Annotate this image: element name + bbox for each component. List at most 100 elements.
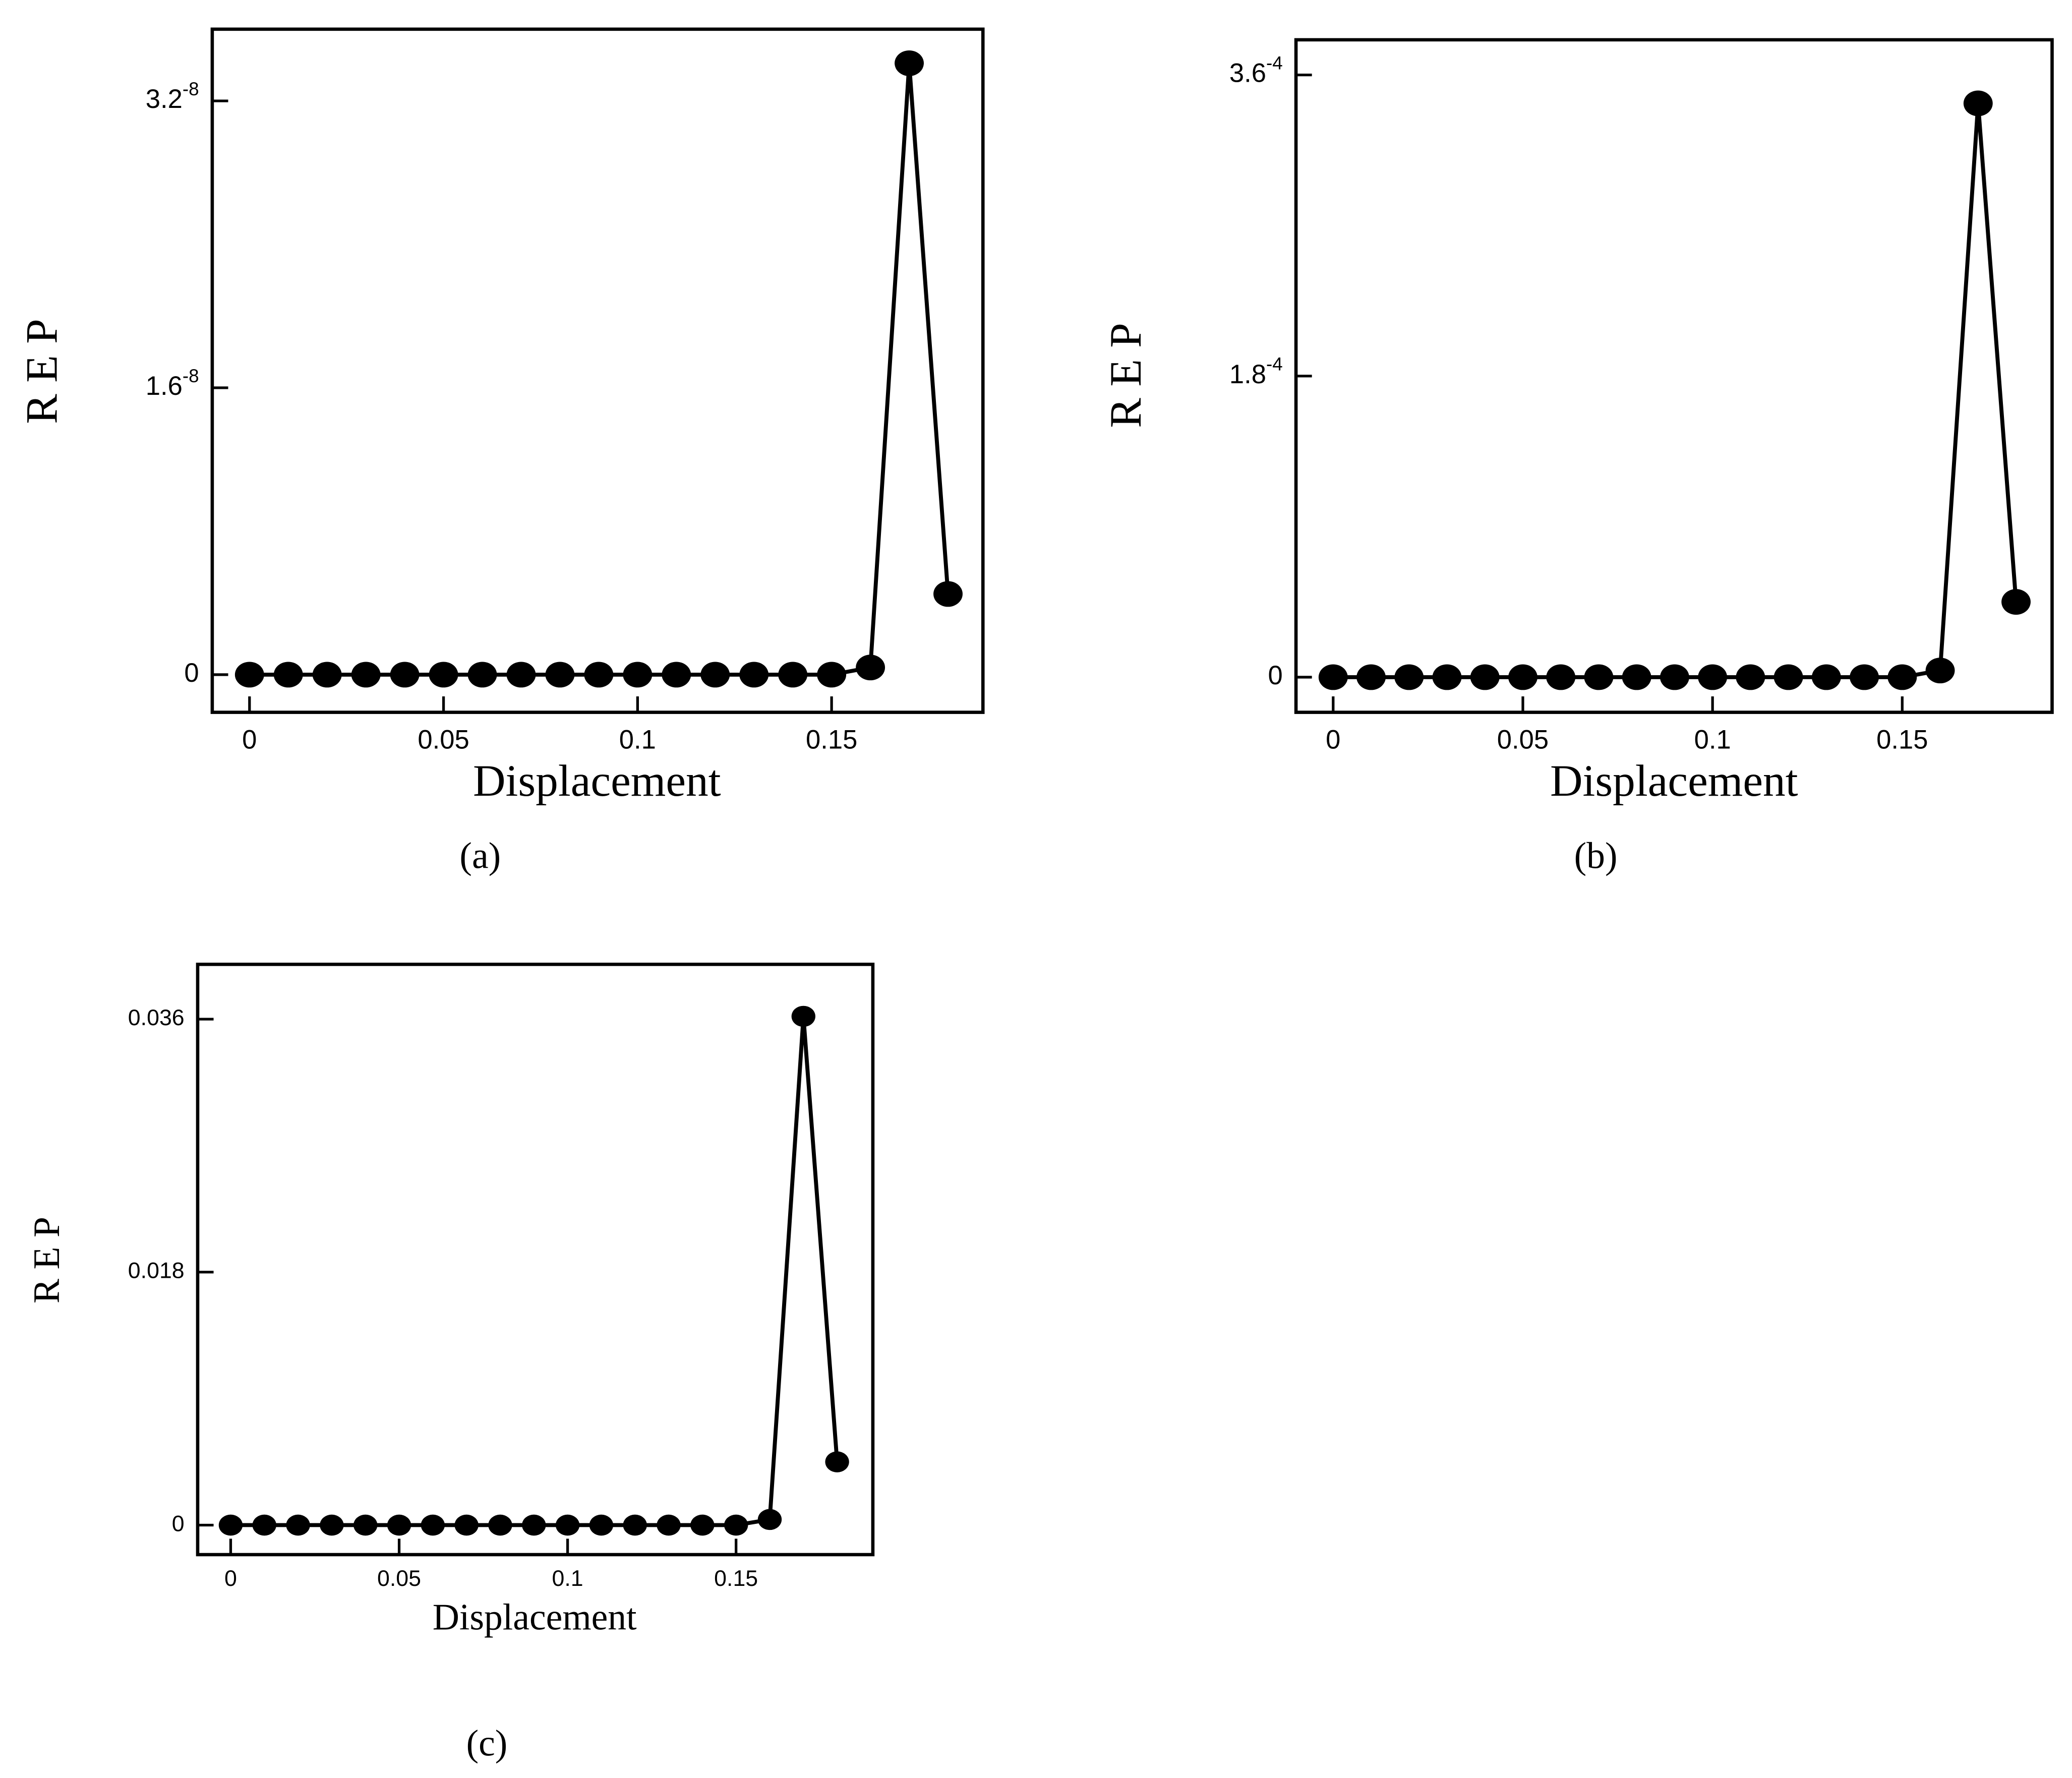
x-axis-label: Displacement <box>433 1596 637 1637</box>
y-axis-label: R E P <box>1101 323 1151 428</box>
y-tick-label: 0 <box>184 658 199 688</box>
x-tick-label: 0.1 <box>619 725 656 754</box>
data-point <box>1773 664 1803 690</box>
data-point <box>320 1514 344 1536</box>
y-tick-label: 0 <box>1268 661 1283 690</box>
y-tick-label: 0.036 <box>128 1005 185 1030</box>
plot-frame <box>210 27 985 714</box>
data-point <box>1546 664 1576 690</box>
data-point <box>589 1514 614 1536</box>
data-point <box>1318 664 1348 690</box>
caption: (b) <box>1574 835 1618 876</box>
data-point <box>467 662 497 688</box>
data-point <box>234 662 264 688</box>
data-point <box>387 1514 411 1536</box>
y-tick-label: 3.6-4 <box>1229 52 1283 88</box>
x-tick-label: 0.15 <box>714 1566 758 1591</box>
data-point <box>757 1509 782 1530</box>
data-point <box>739 662 769 688</box>
data-point <box>1736 664 1765 690</box>
data-point <box>506 662 536 688</box>
data-point <box>1432 664 1462 690</box>
y-tick-label-exponent: -4 <box>1266 52 1283 73</box>
y-axis-label: R E P <box>17 319 67 424</box>
y-tick-label: 3.2-8 <box>146 79 199 114</box>
y-tick-label: 1.6-8 <box>146 366 199 401</box>
data-point <box>1660 664 1689 690</box>
data-point <box>825 1451 849 1472</box>
x-tick-label: 0.05 <box>377 1566 421 1591</box>
data-point <box>1470 664 1500 690</box>
data-point <box>1356 664 1386 690</box>
x-tick-label: 0 <box>242 725 257 754</box>
data-point <box>353 1514 378 1536</box>
data-point <box>1584 664 1614 690</box>
y-tick-label: 1.8-4 <box>1229 353 1283 389</box>
y-tick-label-exponent: -8 <box>183 366 199 386</box>
data-point <box>700 662 730 688</box>
data-point <box>1963 90 1993 116</box>
data-point <box>662 662 691 688</box>
data-point <box>1811 664 1841 690</box>
data-point <box>312 662 342 688</box>
data-point <box>252 1514 276 1536</box>
data-point <box>1394 664 1424 690</box>
data-point <box>1508 664 1537 690</box>
data-point <box>555 1514 580 1536</box>
y-tick-label: 0 <box>172 1511 185 1536</box>
data-point <box>623 662 653 688</box>
data-point <box>545 662 575 688</box>
y-tick-label: 0.018 <box>128 1259 185 1283</box>
data-point <box>1925 658 1955 684</box>
data-point <box>421 1514 445 1536</box>
data-point <box>1887 664 1917 690</box>
data-point <box>584 662 614 688</box>
data-point <box>690 1514 715 1536</box>
data-point <box>856 655 885 681</box>
data-point <box>351 662 381 688</box>
y-tick-label-mantissa: 3.6 <box>1229 58 1266 88</box>
plot-frame <box>196 963 875 1557</box>
x-tick-label: 0.15 <box>806 725 857 754</box>
x-axis-label: Displacement <box>473 756 721 806</box>
data-point <box>817 662 847 688</box>
y-axis-label: R E P <box>26 1217 67 1303</box>
data-point <box>429 662 458 688</box>
data-line <box>249 63 950 677</box>
x-tick-label: 0.1 <box>552 1566 583 1591</box>
y-tick-label-mantissa: 1.8 <box>1229 360 1266 389</box>
y-tick-label-mantissa: 1.6 <box>146 371 183 401</box>
data-line <box>1333 103 2018 679</box>
caption: (a) <box>459 835 501 876</box>
data-point <box>218 1514 243 1536</box>
plot-frame <box>1294 38 2054 714</box>
x-tick-label: 0.1 <box>1694 725 1731 754</box>
x-tick-label: 0.05 <box>1497 725 1549 754</box>
x-tick-label: 0.05 <box>418 725 469 754</box>
y-tick-label-mantissa: 3.2 <box>146 84 183 114</box>
data-point <box>1850 664 1879 690</box>
data-point <box>791 1005 815 1027</box>
data-point <box>1698 664 1728 690</box>
data-point <box>2001 589 2031 615</box>
data-point <box>933 581 963 607</box>
data-point <box>390 662 420 688</box>
data-point <box>454 1514 479 1536</box>
data-point <box>724 1514 748 1536</box>
data-line <box>230 1016 840 1527</box>
data-point <box>895 50 924 76</box>
data-point <box>522 1514 546 1536</box>
data-point <box>1622 664 1651 690</box>
x-tick-label: 0.15 <box>1876 725 1928 754</box>
data-point <box>488 1514 512 1536</box>
data-point <box>273 662 303 688</box>
data-point <box>778 662 808 688</box>
data-point <box>657 1514 681 1536</box>
data-point <box>286 1514 310 1536</box>
y-tick-label-exponent: -8 <box>183 79 199 99</box>
data-point <box>623 1514 647 1536</box>
x-axis-label: Displacement <box>1550 756 1798 806</box>
caption: (c) <box>466 1722 508 1763</box>
